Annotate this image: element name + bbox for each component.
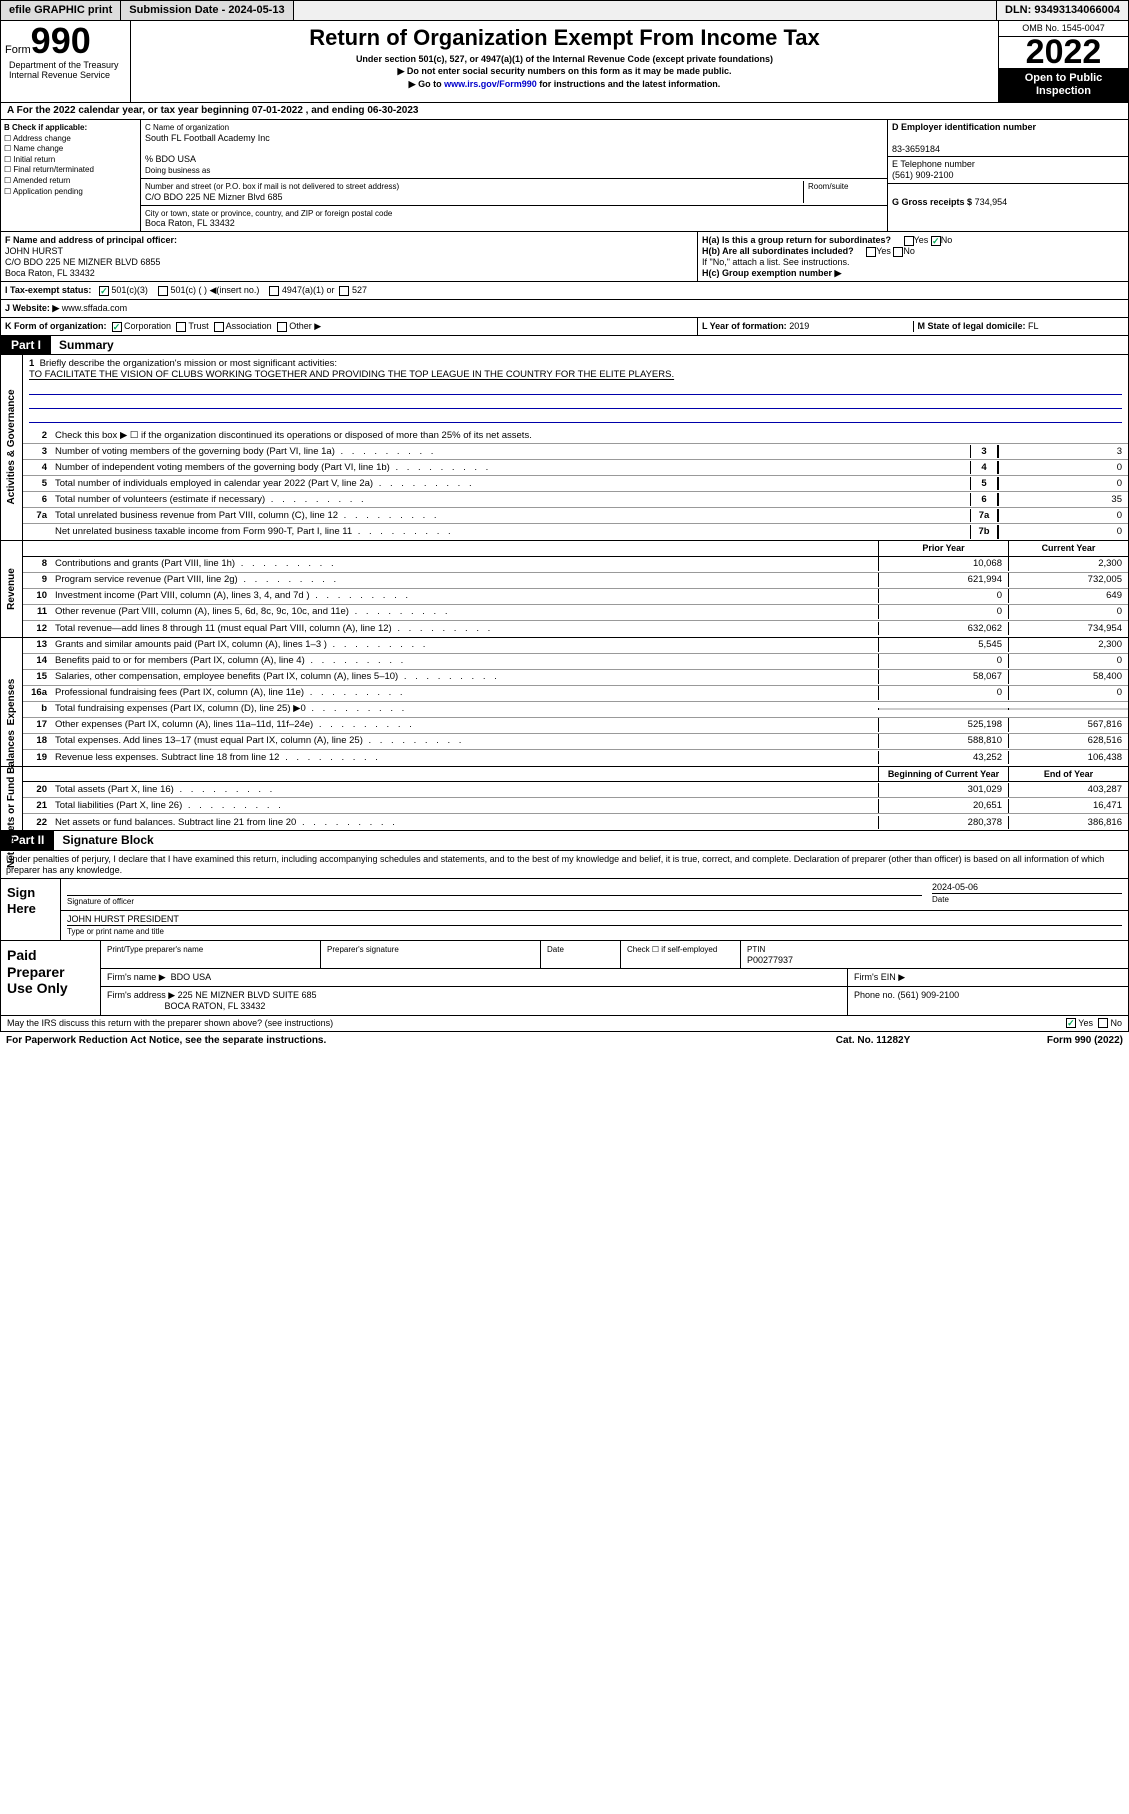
paid-preparer-row: Paid Preparer Use Only Print/Type prepar… [0, 941, 1129, 1016]
summary-line: 7aTotal unrelated business revenue from … [23, 508, 1128, 524]
net-assets-section: Net Assets or Fund Balances Beginning of… [0, 767, 1129, 832]
row-k-l-m: K Form of organization: Corporation Trus… [0, 318, 1129, 336]
column-c: C Name of organization South FL Football… [141, 120, 888, 231]
care-of: % BDO USA [145, 154, 196, 164]
side-tab-expenses: Expenses [6, 678, 18, 725]
summary-line: 22Net assets or fund balances. Subtract … [23, 814, 1128, 830]
summary-line: 17Other expenses (Part IX, column (A), l… [23, 718, 1128, 734]
ptin: P00277937 [747, 955, 793, 965]
summary-line: 19Revenue less expenses. Subtract line 1… [23, 750, 1128, 766]
row-i: I Tax-exempt status: 501(c)(3) 501(c) ( … [0, 282, 1129, 300]
footer-final: For Paperwork Reduction Act Notice, see … [0, 1032, 1129, 1050]
firm-name: BDO USA [171, 972, 212, 982]
discuss-yes-checkbox[interactable] [1066, 1018, 1076, 1028]
summary-line: 20Total assets (Part X, line 16)301,0294… [23, 782, 1128, 798]
corporation-checkbox[interactable] [112, 322, 122, 332]
revenue-section: Revenue Prior Year Current Year 8Contrib… [0, 541, 1129, 638]
prior-year-header: Prior Year [878, 541, 1008, 556]
summary-line: 10Investment income (Part VIII, column (… [23, 589, 1128, 605]
ein: 83-3659184 [892, 144, 940, 154]
form-title: Return of Organization Exempt From Incom… [135, 25, 994, 51]
summary-line: 18Total expenses. Add lines 13–17 (must … [23, 734, 1128, 750]
form-footer: Form 990 (2022) [973, 1035, 1123, 1047]
irs-link[interactable]: www.irs.gov/Form990 [444, 79, 537, 89]
sign-date: 2024-05-06 [932, 882, 978, 892]
row-j: J Website: ▶ www.sffada.com [0, 300, 1129, 318]
summary-line: 9Program service revenue (Part VIII, lin… [23, 573, 1128, 589]
part-2-header: Part II Signature Block [0, 831, 1129, 850]
side-tab-netassets: Net Assets or Fund Balances [6, 730, 18, 868]
form-word: Form [5, 44, 31, 56]
main-info-row: B Check if applicable: ☐ Address change … [0, 120, 1129, 232]
street-address: C/O BDO 225 NE Mizner Blvd 685 [145, 192, 283, 202]
telephone: (561) 909-2100 [892, 170, 954, 180]
tax-period-row: A For the 2022 calendar year, or tax yea… [0, 103, 1129, 120]
city-state-zip: Boca Raton, FL 33432 [145, 218, 235, 228]
efile-print-button[interactable]: efile GRAPHIC print [1, 1, 121, 20]
officer-name: JOHN HURST [5, 246, 63, 256]
subtitle-3: ▶ Go to www.irs.gov/Form990 for instruct… [135, 79, 994, 90]
submission-date-button[interactable]: Submission Date - 2024-05-13 [121, 1, 293, 20]
subtitle-2: ▶ Do not enter social security numbers o… [135, 66, 994, 77]
summary-line: Net unrelated business taxable income fr… [23, 524, 1128, 540]
tax-year: 2022 [999, 37, 1128, 68]
form-number: 990 [31, 20, 91, 61]
current-year-header: Current Year [1008, 541, 1128, 556]
summary-line: 14Benefits paid to or for members (Part … [23, 654, 1128, 670]
dept-label: Department of the Treasury Internal Reve… [5, 58, 126, 84]
summary-line: 6Total number of volunteers (estimate if… [23, 492, 1128, 508]
summary-line: 21Total liabilities (Part X, line 26)20,… [23, 798, 1128, 814]
summary-line: 15Salaries, other compensation, employee… [23, 670, 1128, 686]
summary-line: 5Total number of individuals employed in… [23, 476, 1128, 492]
side-tab-ag: Activities & Governance [6, 390, 18, 505]
group-return-no-checkbox[interactable] [931, 236, 941, 246]
top-bar: efile GRAPHIC print Submission Date - 20… [0, 0, 1129, 21]
side-tab-revenue: Revenue [6, 568, 18, 610]
form-header: Form990 Department of the Treasury Inter… [0, 21, 1129, 103]
preparer-phone: (561) 909-2100 [898, 990, 960, 1000]
summary-line: bTotal fundraising expenses (Part IX, co… [23, 702, 1128, 718]
domicile-state: FL [1028, 321, 1039, 331]
org-name: South FL Football Academy Inc [145, 133, 270, 143]
column-d: D Employer identification number 83-3659… [888, 120, 1128, 231]
501c3-checkbox[interactable] [99, 286, 109, 296]
discuss-row: May the IRS discuss this return with the… [0, 1016, 1129, 1032]
beginning-year-header: Beginning of Current Year [878, 767, 1008, 782]
signer-name-title: JOHN HURST PRESIDENT [67, 914, 179, 924]
dln-label: DLN: 93493134066004 [996, 1, 1128, 20]
mission-text: TO FACILITATE THE VISION OF CLUBS WORKIN… [29, 369, 674, 380]
sign-here-row: Sign Here Signature of officer 2024-05-0… [0, 879, 1129, 940]
summary-line: 4Number of independent voting members of… [23, 460, 1128, 476]
summary-line: 8Contributions and grants (Part VIII, li… [23, 557, 1128, 573]
row-f-h: F Name and address of principal officer:… [0, 232, 1129, 282]
firm-address: 225 NE MIZNER BLVD SUITE 685 [178, 990, 317, 1000]
open-public-label: Open to Public Inspection [999, 68, 1128, 102]
summary-line: 13Grants and similar amounts paid (Part … [23, 638, 1128, 654]
end-year-header: End of Year [1008, 767, 1128, 782]
summary-line: 16aProfessional fundraising fees (Part I… [23, 686, 1128, 702]
subtitle-1: Under section 501(c), 527, or 4947(a)(1)… [135, 54, 994, 65]
part-1-header: Part I Summary [0, 336, 1129, 355]
summary-line: 12Total revenue—add lines 8 through 11 (… [23, 621, 1128, 637]
year-formation: 2019 [789, 321, 809, 331]
catalog-number: Cat. No. 11282Y [773, 1035, 973, 1047]
declaration-text: Under penalties of perjury, I declare th… [0, 851, 1129, 880]
summary-line: 11Other revenue (Part VIII, column (A), … [23, 605, 1128, 621]
column-b: B Check if applicable: ☐ Address change … [1, 120, 141, 231]
summary-line: 3Number of voting members of the governi… [23, 444, 1128, 460]
expenses-section: Expenses 13Grants and similar amounts pa… [0, 638, 1129, 767]
activities-governance-section: Activities & Governance 1 Briefly descri… [0, 355, 1129, 541]
website: www.sffada.com [62, 303, 127, 313]
gross-receipts: 734,954 [975, 197, 1008, 207]
